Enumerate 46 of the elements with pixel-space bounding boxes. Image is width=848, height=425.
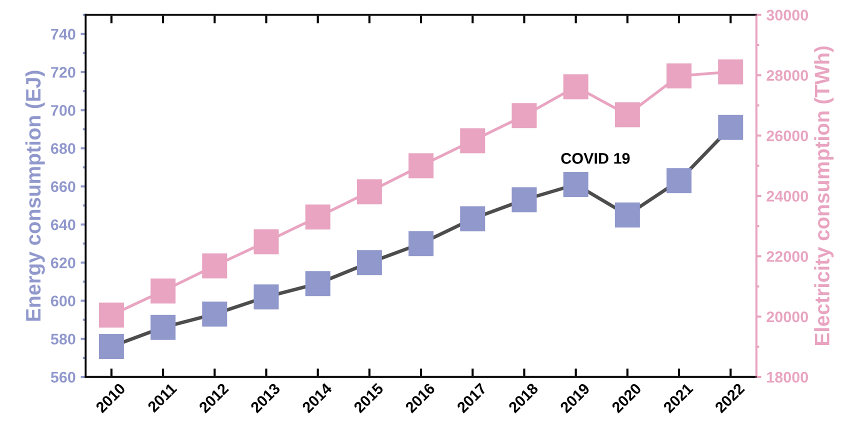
point — [202, 253, 228, 278]
y2-tick-label: 24000 — [766, 190, 808, 202]
point — [408, 231, 434, 256]
y-tick-label: 600 — [50, 296, 76, 306]
point — [718, 114, 744, 140]
point — [356, 179, 382, 204]
point — [150, 278, 176, 304]
y-tick-label: 580 — [50, 334, 76, 345]
point — [98, 334, 124, 359]
point — [512, 103, 537, 128]
y2-tick-label: 26000 — [766, 130, 808, 142]
y-tick-label: 660 — [50, 181, 76, 192]
point — [666, 63, 692, 88]
y-tick-label: 680 — [50, 143, 76, 154]
point — [98, 302, 124, 328]
point — [150, 314, 176, 340]
annotation: COVID 19 — [561, 153, 630, 164]
point — [666, 168, 692, 194]
point — [254, 229, 279, 254]
point — [408, 153, 434, 178]
y-axis-title: Energy consumption (EJ) — [25, 70, 45, 321]
point — [614, 102, 640, 128]
y-tick-label: 620 — [50, 257, 76, 268]
y2-tick-label: 28000 — [766, 70, 808, 81]
point — [202, 302, 228, 327]
y2-tick-label: 18000 — [767, 372, 808, 383]
y2-tick-label: 20000 — [766, 311, 808, 322]
point — [718, 59, 744, 84]
y-tick-label: 720 — [51, 66, 76, 78]
y-tick-label: 740 — [51, 28, 76, 40]
y2-tick-label: 30000 — [766, 10, 808, 21]
point — [254, 284, 279, 310]
point — [512, 187, 537, 212]
y-tick-label: 560 — [50, 372, 76, 383]
point — [305, 204, 330, 230]
y-tick-label: 640 — [50, 219, 76, 230]
point — [356, 250, 382, 276]
point — [563, 172, 588, 197]
y-tick-label: 700 — [51, 105, 76, 116]
point — [460, 206, 486, 232]
point — [563, 74, 588, 100]
point — [460, 128, 486, 154]
point — [305, 271, 330, 296]
y2-tick-label: 22000 — [766, 251, 808, 262]
y2-axis-title: Electricity consumption (TWh) — [814, 46, 834, 345]
point — [614, 202, 640, 228]
